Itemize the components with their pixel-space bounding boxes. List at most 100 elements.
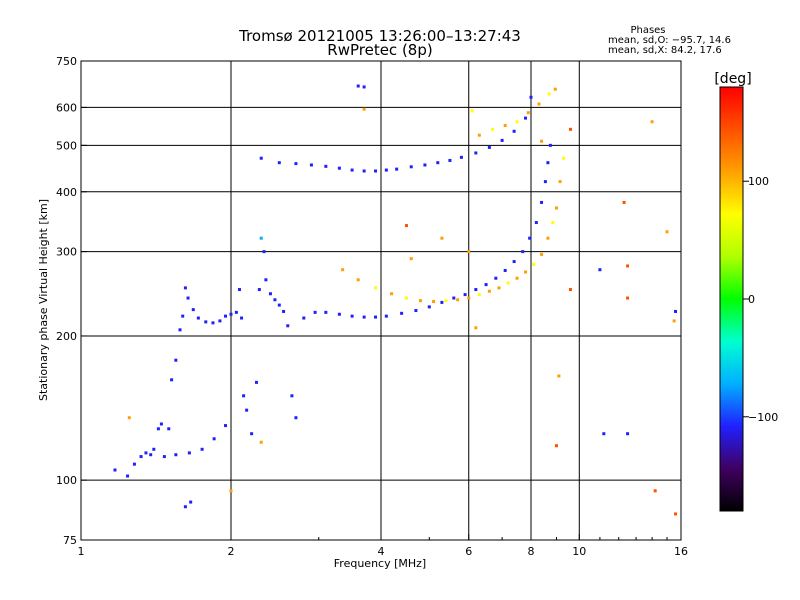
data-point-o (294, 162, 298, 166)
data-point-x (554, 206, 558, 210)
data-point-o (224, 424, 228, 428)
data-point-o (212, 437, 216, 441)
data-point-o (294, 416, 298, 420)
phase-stats-x: mean, sd,X: 84.2, 17.6 (608, 45, 722, 56)
data-point-o (259, 156, 263, 160)
data-point-o (250, 432, 254, 436)
data-point-o (440, 300, 444, 304)
data-point-x (650, 120, 654, 124)
y-tick-label: 200 (56, 330, 77, 343)
data-point-o (463, 293, 467, 297)
chart-subtitle: RwPretec (8p) (327, 41, 432, 59)
data-point-o (189, 500, 193, 504)
data-point-o (548, 143, 552, 147)
data-point-x (524, 270, 528, 274)
x-tick-label: 16 (674, 545, 688, 558)
data-point-x (506, 281, 510, 285)
data-point-x (540, 139, 544, 143)
data-point-o (273, 298, 277, 302)
axis-ticks: 1 2 4 6 8 10 16 75 100 200 300 400 500 600 750 (56, 55, 688, 558)
y-tick-label: 300 (56, 246, 77, 259)
data-point-x (515, 276, 519, 280)
data-point-o (240, 316, 244, 320)
data-point-o (282, 309, 286, 313)
data-point-o (512, 129, 516, 133)
data-point-o (183, 286, 187, 290)
data-point-x (390, 292, 394, 296)
data-point-o (484, 283, 488, 287)
data-point-o (362, 315, 366, 319)
data-point-x (341, 268, 345, 272)
data-point-x (409, 257, 413, 261)
x-tick-label: 6 (465, 545, 472, 558)
data-point-x (626, 264, 630, 268)
data-point-o (290, 394, 294, 398)
data-point-o (543, 180, 547, 184)
data-point-o (540, 200, 544, 204)
data-point-o (448, 158, 452, 162)
y-tick-label: 75 (63, 534, 77, 547)
data-point-x (568, 288, 572, 292)
data-point-x (568, 127, 572, 131)
data-point-o (186, 296, 190, 300)
data-point-x (532, 262, 536, 266)
data-point-o (356, 84, 360, 88)
data-point-o (277, 303, 281, 307)
data-point-o (200, 447, 204, 451)
data-point-o (452, 296, 456, 300)
y-tick-label: 750 (56, 55, 77, 68)
data-point-o (262, 250, 266, 254)
data-point-o (264, 278, 268, 282)
data-point-x (557, 374, 561, 378)
data-point-o (181, 314, 185, 318)
data-point-o (474, 288, 478, 292)
data-point-x (551, 221, 555, 225)
data-point-o (167, 427, 171, 431)
data-point-o (257, 288, 261, 292)
data-point-o (313, 310, 317, 314)
data-point-o (494, 276, 498, 280)
data-point-o (156, 427, 160, 431)
data-point-x (553, 87, 557, 91)
colorbar-tick-label: −100 (748, 411, 778, 424)
y-tick-label: 100 (56, 474, 77, 487)
data-point-x (444, 299, 448, 303)
data-point-x (127, 416, 131, 420)
data-point-o (459, 155, 463, 159)
data-point-o (162, 455, 166, 459)
data-point-x (374, 286, 378, 290)
data-point-x (674, 512, 678, 516)
data-point-o (423, 163, 427, 167)
data-point-o (159, 422, 163, 426)
y-tick-label: 500 (56, 139, 77, 152)
data-point-o (218, 319, 222, 323)
data-point-o (178, 328, 182, 332)
data-points (113, 84, 678, 516)
data-point-o (324, 310, 328, 314)
data-point-o (144, 451, 148, 455)
data-point-o (132, 462, 136, 466)
data-point-o (196, 316, 200, 320)
data-point-x (362, 107, 366, 111)
data-point-x (404, 296, 408, 300)
colorbar-tick-label: 100 (748, 175, 769, 188)
data-point-x (432, 300, 436, 304)
y-tick-label: 400 (56, 186, 77, 199)
data-point-o (362, 85, 366, 89)
x-axis-label: Frequency [MHz] (334, 557, 426, 570)
data-point-o (374, 315, 378, 319)
data-point-x (477, 133, 481, 137)
x-tick-label: 1 (78, 545, 85, 558)
data-point-o (436, 161, 440, 165)
data-point-o (229, 312, 233, 316)
chart-title: Tromsø 20121005 13:26:00–13:27:43 (238, 27, 521, 45)
data-point-x (665, 230, 669, 234)
data-point-x (558, 180, 562, 184)
data-point-o (139, 455, 143, 459)
data-point-o (237, 288, 241, 292)
data-point-o (337, 166, 341, 170)
data-point-x (440, 236, 444, 240)
data-point-x (526, 111, 530, 115)
data-point-o (211, 321, 215, 325)
